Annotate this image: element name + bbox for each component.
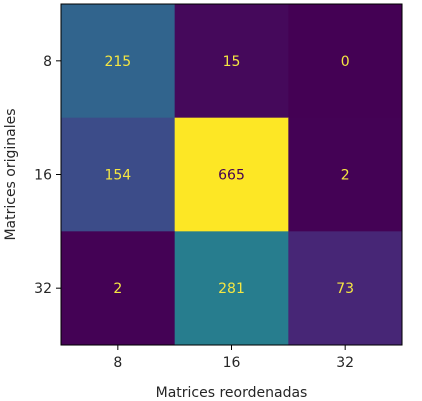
cell-value-r1-c1: 665 — [218, 168, 245, 184]
heatmap-cell-r1-c2 — [288, 117, 403, 232]
cell-value-r0-c0: 215 — [104, 54, 131, 70]
y-tick-label-2: 32 — [34, 281, 52, 297]
x-tick-label-0: 8 — [113, 355, 122, 371]
heatmap-cell-r1-c0 — [61, 117, 176, 232]
heatmap-cell-r1-c1 — [174, 117, 289, 232]
x-tick-label-2: 32 — [336, 355, 354, 371]
heatmap-cells — [61, 4, 403, 346]
cell-value-r1-c2: 2 — [341, 168, 350, 184]
heatmap-cell-r2-c2 — [288, 231, 403, 346]
y-tick-label-1: 16 — [34, 168, 52, 184]
x-axis-label: Matrices reordenadas — [156, 385, 308, 401]
cell-value-r1-c0: 154 — [104, 168, 131, 184]
heatmap-cell-r0-c0 — [61, 4, 176, 119]
cell-value-r2-c1: 281 — [218, 281, 245, 297]
y-axis-label: Matrices originales — [3, 108, 19, 240]
heatmap-cell-r2-c1 — [174, 231, 289, 346]
cell-value-labels: 215 15 0 154 665 2 2 281 73 — [104, 54, 354, 297]
heatmap-cell-r0-c2 — [288, 4, 403, 119]
x-tick-label-1: 16 — [223, 355, 241, 371]
cell-value-r0-c1: 15 — [223, 54, 241, 70]
cell-value-r2-c0: 2 — [113, 281, 122, 297]
heatmap-cell-r0-c1 — [174, 4, 289, 119]
x-axis-ticks: 8 16 32 — [113, 345, 354, 371]
y-tick-label-0: 8 — [43, 54, 52, 70]
y-axis-ticks: 8 16 32 — [34, 54, 61, 297]
cell-value-r0-c2: 0 — [341, 54, 350, 70]
heatmap-cell-r2-c0 — [61, 231, 176, 346]
cell-value-r2-c2: 73 — [336, 281, 354, 297]
